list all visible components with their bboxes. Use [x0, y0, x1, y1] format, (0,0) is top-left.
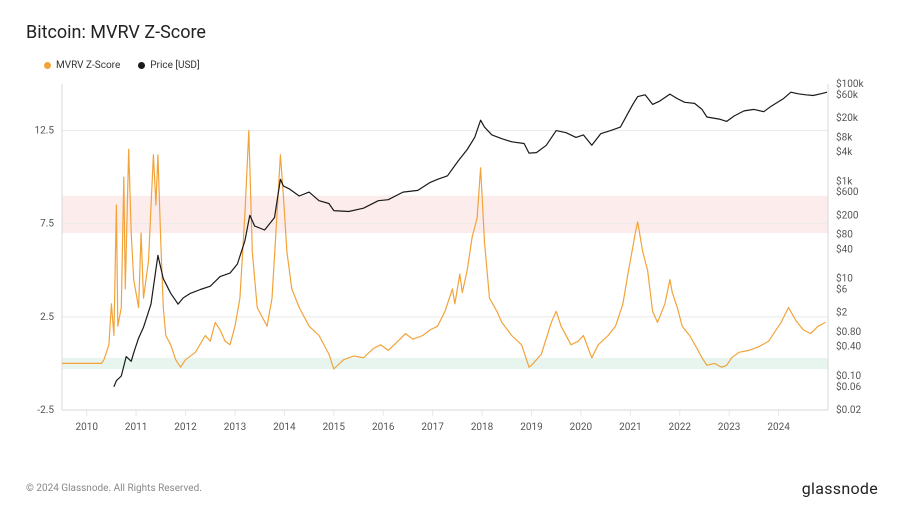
copyright: © 2024 Glassnode. All Rights Reserved. [26, 483, 202, 494]
svg-text:$0.40: $0.40 [836, 340, 861, 353]
svg-text:2021: 2021 [619, 422, 641, 433]
svg-text:$0.10: $0.10 [836, 369, 861, 382]
svg-text:2017: 2017 [421, 422, 444, 433]
legend: MVRV Z-Score Price [USD] [44, 60, 200, 71]
svg-text:2022: 2022 [668, 422, 691, 433]
svg-text:2.5: 2.5 [40, 312, 54, 323]
svg-text:$1k: $1k [836, 174, 853, 187]
legend-item-mvrv: MVRV Z-Score [44, 60, 120, 71]
svg-text:2023: 2023 [718, 422, 740, 433]
legend-dot-mvrv [44, 62, 51, 69]
svg-text:$20k: $20k [836, 111, 859, 124]
svg-text:$100k: $100k [836, 78, 864, 90]
svg-text:$200: $200 [836, 208, 859, 221]
chart-svg: -2.52.57.512.5$0.02$0.06$0.10$0.40$0.80$… [26, 78, 878, 448]
svg-text:2024: 2024 [767, 422, 790, 433]
svg-text:$8k: $8k [836, 130, 853, 143]
legend-item-price: Price [USD] [138, 60, 199, 71]
legend-dot-price [138, 62, 145, 69]
svg-text:$0.02: $0.02 [836, 403, 861, 416]
svg-text:$4k: $4k [836, 145, 853, 158]
svg-text:$0.80: $0.80 [836, 325, 861, 338]
svg-text:2010: 2010 [75, 422, 98, 433]
svg-text:2020: 2020 [570, 422, 593, 433]
legend-label-mvrv: MVRV Z-Score [56, 60, 120, 71]
svg-text:-2.5: -2.5 [37, 405, 54, 416]
svg-text:2013: 2013 [224, 422, 246, 433]
svg-text:7.5: 7.5 [40, 219, 54, 230]
chart-title: Bitcoin: MVRV Z-Score [26, 22, 206, 43]
legend-label-price: Price [USD] [150, 60, 199, 71]
svg-text:2019: 2019 [520, 422, 542, 433]
svg-text:$2: $2 [836, 306, 848, 319]
chart-area: -2.52.57.512.5$0.02$0.06$0.10$0.40$0.80$… [26, 78, 878, 448]
brand-logo: glassnode [802, 479, 878, 498]
svg-text:2012: 2012 [174, 422, 197, 433]
svg-text:2018: 2018 [471, 422, 494, 433]
svg-text:12.5: 12.5 [35, 126, 55, 137]
svg-text:$40: $40 [836, 242, 853, 255]
svg-text:$10: $10 [836, 272, 853, 285]
svg-text:2011: 2011 [125, 422, 147, 433]
svg-text:2014: 2014 [273, 422, 296, 433]
svg-text:2016: 2016 [372, 422, 395, 433]
svg-text:2015: 2015 [323, 422, 346, 433]
svg-text:$80: $80 [836, 228, 853, 241]
